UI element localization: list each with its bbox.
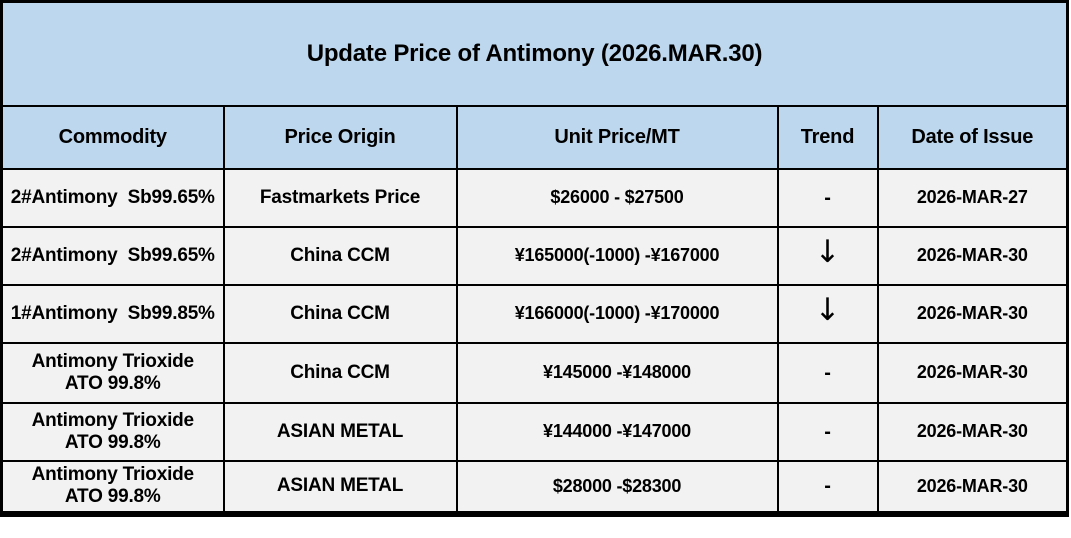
table-row: Antimony Trioxide ATO 99.8% ASIAN METAL … xyxy=(0,401,1069,462)
date-of-issue-cell: 2026-MAR-30 xyxy=(876,459,1069,515)
commodity-cell: 2#Antimony Sb99.65% xyxy=(0,225,225,286)
commodity-cell: Antimony Trioxide ATO 99.8% xyxy=(0,401,225,462)
unit-price-cell: ¥165000(-1000) -¥167000 xyxy=(455,225,779,286)
table-row: 1#Antimony Sb99.85% China CCM ¥166000(-1… xyxy=(0,283,1069,344)
trend-down-cell: ↓ xyxy=(776,225,879,286)
trend-cell: - xyxy=(776,401,879,462)
unit-price-cell: $26000 - $27500 xyxy=(455,167,779,228)
col-header-commodity: Commodity xyxy=(0,104,225,170)
date-of-issue-cell: 2026-MAR-30 xyxy=(876,225,1069,286)
commodity-cell: 1#Antimony Sb99.85% xyxy=(0,283,225,344)
trend-cell: - xyxy=(776,459,879,515)
table-row: Antimony Trioxide ATO 99.8% China CCM ¥1… xyxy=(0,341,1069,404)
price-origin-cell: ASIAN METAL xyxy=(222,459,458,515)
unit-price-cell: ¥166000(-1000) -¥170000 xyxy=(455,283,779,344)
table-row: 2#Antimony Sb99.65% Fastmarkets Price $2… xyxy=(0,167,1069,228)
date-of-issue-cell: 2026-MAR-30 xyxy=(876,401,1069,462)
date-of-issue-cell: 2026-MAR-27 xyxy=(876,167,1069,228)
price-origin-cell: China CCM xyxy=(222,283,458,344)
page-title: Update Price of Antimony (2026.MAR.30) xyxy=(0,0,1069,107)
commodity-cell: Antimony Trioxide ATO 99.8% xyxy=(0,459,225,515)
price-origin-cell: China CCM xyxy=(222,341,458,404)
table-row: 2#Antimony Sb99.65% China CCM ¥165000(-1… xyxy=(0,225,1069,286)
unit-price-cell: $28000 -$28300 xyxy=(455,459,779,515)
trend-cell: - xyxy=(776,341,879,404)
trend-cell: - xyxy=(776,167,879,228)
column-header-row: Commodity Price Origin Unit Price/MT Tre… xyxy=(0,104,1069,170)
commodity-cell: 2#Antimony Sb99.65% xyxy=(0,167,225,228)
date-of-issue-cell: 2026-MAR-30 xyxy=(876,341,1069,404)
col-header-unit-price: Unit Price/MT xyxy=(455,104,779,170)
unit-price-cell: ¥144000 -¥147000 xyxy=(455,401,779,462)
unit-price-cell: ¥145000 -¥148000 xyxy=(455,341,779,404)
trend-down-cell: ↓ xyxy=(776,283,879,344)
col-header-trend: Trend xyxy=(776,104,879,170)
price-origin-cell: Fastmarkets Price xyxy=(222,167,458,228)
price-origin-cell: China CCM xyxy=(222,225,458,286)
commodity-cell: Antimony Trioxide ATO 99.8% xyxy=(0,341,225,404)
date-of-issue-cell: 2026-MAR-30 xyxy=(876,283,1069,344)
col-header-date-of-issue: Date of Issue xyxy=(876,104,1069,170)
antimony-price-table: Update Price of Antimony (2026.MAR.30) C… xyxy=(0,0,1070,517)
table-row: Antimony Trioxide ATO 99.8% ASIAN METAL … xyxy=(0,459,1069,515)
title-row: Update Price of Antimony (2026.MAR.30) xyxy=(0,0,1069,107)
price-origin-cell: ASIAN METAL xyxy=(222,401,458,462)
col-header-price-origin: Price Origin xyxy=(222,104,458,170)
